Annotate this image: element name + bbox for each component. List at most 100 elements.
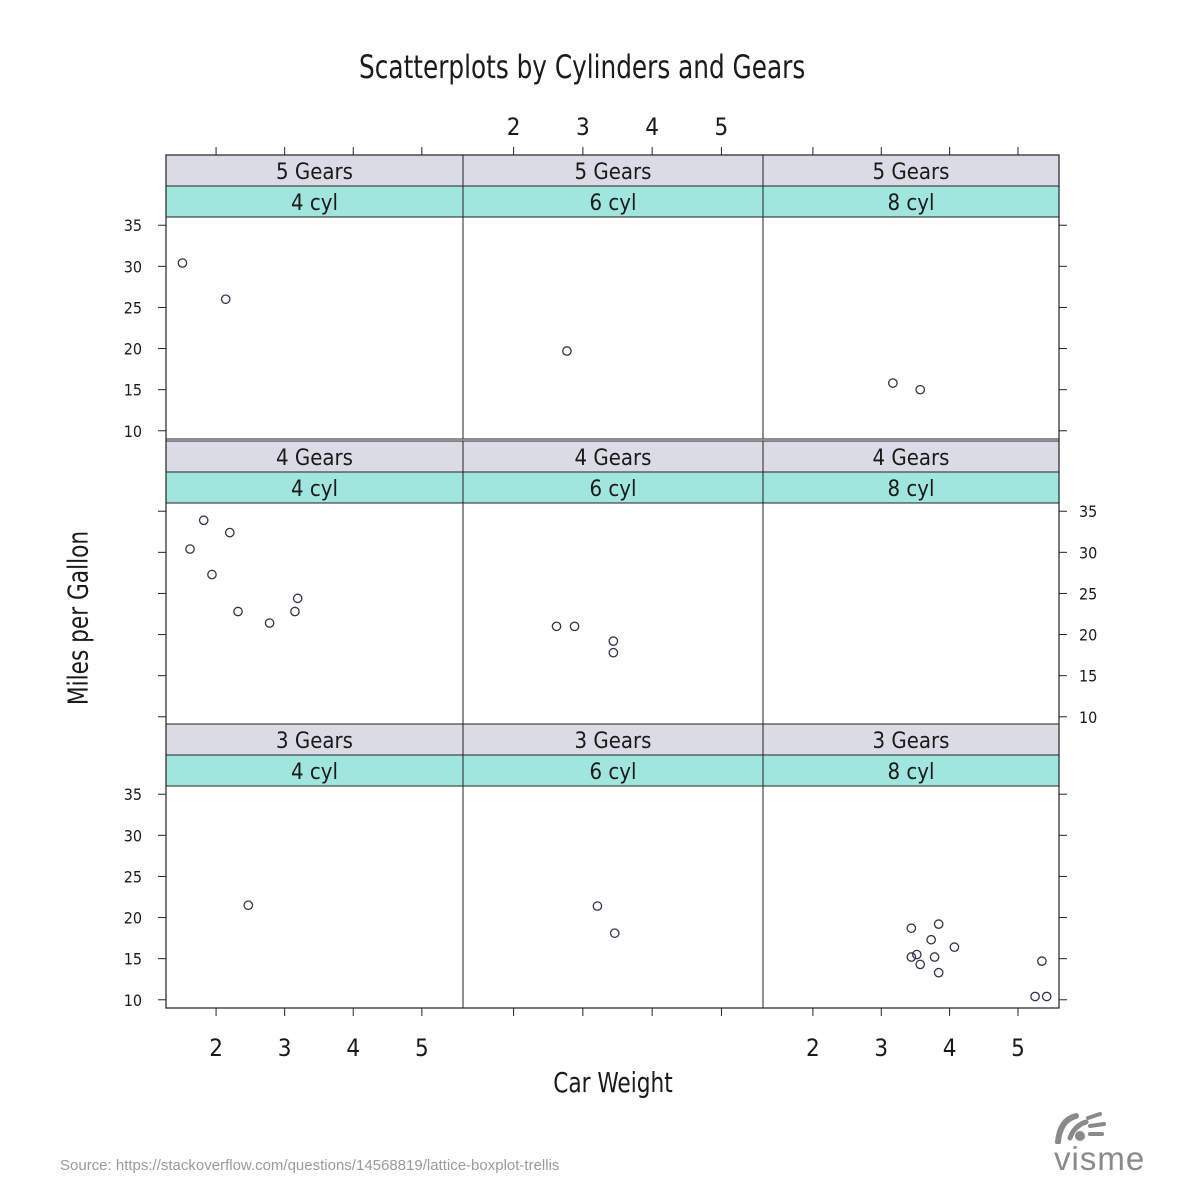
y-tick-label: 15 [1079,667,1097,686]
y-tick-label: 20 [124,340,142,359]
cyl-strip-label: 6 cyl [590,191,637,216]
data-point [933,967,944,978]
y-tick-label: 25 [124,298,142,317]
x-axis-label: Car Weight [553,1066,673,1099]
gears-strip [462,440,764,473]
x-tick-label: 4 [943,1034,957,1062]
data-point [915,959,926,970]
x-tick-label: 2 [507,113,521,141]
data-point [609,928,620,939]
data-point [207,569,217,580]
x-tick-label: 3 [278,1034,292,1062]
data-point [224,527,235,538]
data-point [915,384,926,395]
panel-frame [462,502,764,726]
data-point [177,258,188,268]
panel-frame [462,785,764,1009]
cyl-strip [762,471,1060,504]
gears-strip [762,723,1060,756]
y-tick-label: 35 [1079,502,1097,521]
data-point [220,294,231,305]
gears-strip-label: 5 Gears [575,160,652,185]
cyl-strip-label: 4 cyl [291,477,338,502]
source-note: Source: https://stackoverflow.com/questi… [60,1157,560,1174]
y-tick-label: 30 [1079,543,1097,562]
cyl-strip-label: 4 cyl [291,760,338,785]
panel-frame [165,216,464,440]
y-tick-label: 10 [1079,708,1097,727]
data-point [608,647,619,658]
gears-strip [462,723,764,756]
cyl-strip-label: 6 cyl [590,477,637,502]
visme-logo: visme [1052,1112,1162,1178]
cyl-strip-label: 8 cyl [888,760,935,785]
x-tick-label: 3 [576,113,590,141]
panel-frame [165,502,464,726]
y-tick-label: 25 [1079,584,1097,603]
panel-frame [762,216,1060,440]
chart-title: Scatterplots by Cylinders and Gears [359,48,806,86]
data-point [185,544,195,554]
gears-strip-label: 3 Gears [276,729,353,754]
gears-strip [165,723,464,756]
y-tick-label: 10 [124,422,142,441]
cyl-strip-label: 4 cyl [291,191,338,216]
y-tick-label: 20 [1079,626,1097,645]
visme-logo-icon [1055,1112,1106,1144]
data-point [906,923,917,934]
data-point [933,919,944,929]
gears-strip-label: 5 Gears [276,160,353,185]
x-tick-label: 2 [806,1034,820,1062]
y-tick-label: 35 [124,216,142,235]
visme-logo-text: visme [1054,1140,1146,1177]
y-tick-label: 15 [124,381,142,400]
y-tick-label: 30 [124,257,142,276]
data-point [1037,956,1047,966]
cyl-strip-label: 8 cyl [888,477,935,502]
data-point [551,621,562,632]
data-point [906,952,917,962]
cyl-strip [165,185,464,218]
data-point [888,378,898,388]
cyl-strip-label: 6 cyl [590,760,637,785]
x-tick-label: 5 [715,113,729,141]
data-point [198,515,209,526]
gears-strip [165,154,464,187]
data-point [290,606,300,617]
x-tick-label: 5 [415,1034,429,1062]
data-point [949,942,960,953]
data-point [929,952,940,962]
y-tick-label: 10 [124,991,142,1010]
y-tick-label: 30 [124,826,142,845]
gears-strip-label: 4 Gears [873,446,950,471]
panel-frame [762,502,1060,726]
data-point [292,593,303,604]
x-tick-label: 3 [874,1034,888,1062]
data-point [233,606,243,617]
x-tick-label: 4 [645,113,659,141]
gears-strip [462,154,764,187]
cyl-strip [762,754,1060,787]
data-point [264,618,275,628]
cyl-strip [462,471,764,504]
panel-frame [165,785,464,1009]
data-point [1041,991,1052,1002]
y-tick-label: 15 [124,950,142,969]
data-point [926,934,937,945]
gears-strip-label: 3 Gears [873,729,950,754]
data-point [608,636,619,646]
x-tick-label: 5 [1011,1034,1025,1062]
y-tick-label: 35 [124,785,142,804]
data-point [911,949,922,960]
x-tick-label: 4 [346,1034,360,1062]
data-point [1030,991,1040,1002]
gears-strip-label: 3 Gears [575,729,652,754]
data-point [592,901,603,911]
gears-strip-label: 4 Gears [276,446,353,471]
gears-strip-label: 5 Gears [873,160,950,185]
cyl-strip [462,754,764,787]
panel-frame [462,216,764,440]
panel-frame [762,785,1060,1009]
